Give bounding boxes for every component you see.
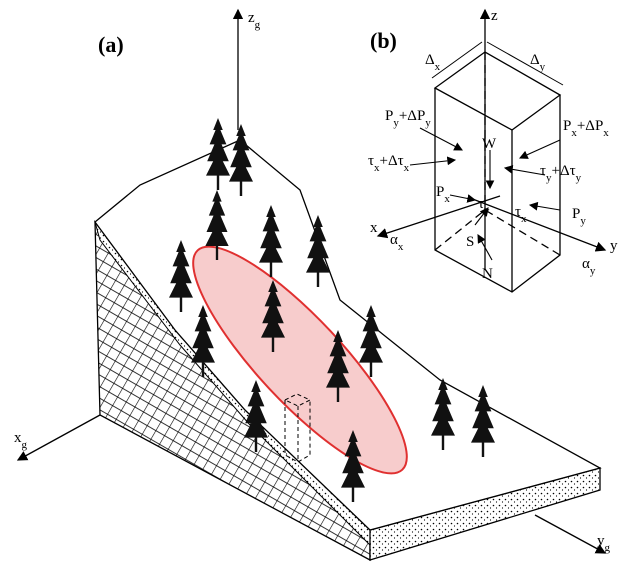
panel-label: (a) <box>98 32 124 57</box>
label-part: α <box>390 232 398 248</box>
force-label: τx <box>515 204 527 225</box>
dim-label: Δx <box>425 52 441 73</box>
label-part: +Δτ <box>380 153 404 169</box>
axis-yg <box>535 515 605 553</box>
subscript: x <box>398 241 404 253</box>
label-part: Δ <box>425 52 435 68</box>
label-part: P <box>563 118 571 134</box>
subscript: x <box>521 213 527 225</box>
force-label: N <box>482 266 493 282</box>
force-label: Py+ΔPy <box>385 108 431 129</box>
force-label: W <box>482 136 497 152</box>
label-part: P <box>572 206 580 222</box>
subscript: y <box>484 205 490 217</box>
force-label: Px <box>436 184 450 205</box>
subscript: x <box>404 162 410 174</box>
dim-label: Δy <box>530 52 546 73</box>
subscript: y <box>580 215 586 227</box>
label-part: P <box>436 184 444 200</box>
subscript: y <box>540 61 546 73</box>
angle-label: αy <box>582 256 596 277</box>
label-part: +Δτ <box>552 163 576 179</box>
angle-label: αx <box>390 232 404 253</box>
label-part: Δ <box>530 52 540 68</box>
force-label: S <box>466 234 474 250</box>
subscript: y <box>590 265 596 277</box>
axis-label: zg <box>248 10 261 31</box>
axis-xg <box>18 415 100 460</box>
force-label: τx+Δτx <box>368 153 410 174</box>
subscript: y <box>576 172 582 184</box>
diagram: (a) zg xg yg (b) z x y Δx Δy Py+ΔPy Px+Δ… <box>0 0 628 563</box>
axis-label: yg <box>597 533 611 554</box>
subscript: g <box>22 439 28 451</box>
subscript: g <box>255 19 261 31</box>
axis-label: z <box>491 8 498 24</box>
subscript: x <box>603 127 609 139</box>
force-label: Px+ΔPx <box>563 118 609 139</box>
force-label: Py <box>572 206 586 227</box>
subscript: x <box>444 193 450 205</box>
axis-label: xg <box>14 430 28 451</box>
label-part: +ΔP <box>577 118 603 134</box>
force-label: τy+Δτy <box>540 163 582 184</box>
subscript: x <box>435 61 441 73</box>
label-part: α <box>582 256 590 272</box>
label-part: P <box>385 108 393 124</box>
axis-label: x <box>370 220 378 236</box>
subscript: y <box>425 117 431 129</box>
axis-label: y <box>610 238 618 254</box>
subscript: g <box>605 542 611 554</box>
label-part: +ΔP <box>399 108 425 124</box>
panel-label: (b) <box>370 28 397 53</box>
